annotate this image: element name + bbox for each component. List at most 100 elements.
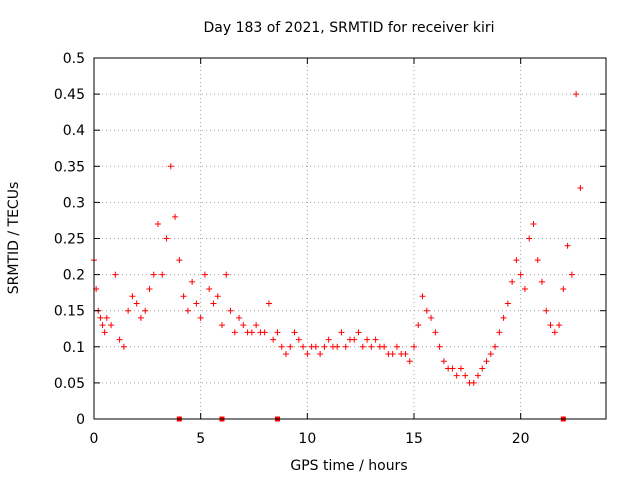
data-point [142, 307, 149, 314]
data-point [487, 351, 494, 358]
data-point [406, 358, 413, 365]
data-point [479, 365, 486, 372]
data-point [372, 336, 379, 343]
data-point [227, 307, 234, 314]
data-point [432, 329, 439, 336]
data-point [513, 257, 520, 264]
data-point [564, 242, 571, 249]
data-point [492, 343, 499, 350]
data-point [521, 286, 528, 293]
data-point [449, 365, 456, 372]
data-point [317, 351, 324, 358]
data-point [274, 329, 281, 336]
data-point [411, 343, 417, 350]
data-point [551, 329, 558, 336]
axis-ticks: 0 0.05 0.1 0.15 0.2 0.25 0.3 0.35 0.4 0.45 0.5 0 5 10… [54, 51, 606, 447]
data-point [457, 365, 464, 372]
y-tick-label: 0 [76, 412, 85, 428]
data-point [321, 343, 328, 350]
y-tick-label: 0.15 [54, 304, 85, 320]
data-point [219, 322, 225, 329]
data-point [338, 329, 345, 336]
data-point [137, 314, 144, 321]
x-tick-label: 20 [512, 431, 530, 447]
data-point [509, 278, 516, 285]
data-point [440, 358, 447, 365]
y-tick-label: 0.5 [63, 51, 85, 67]
data-point [504, 300, 511, 307]
y-tick-label: 0.35 [54, 159, 85, 175]
data-point [270, 336, 277, 343]
x-tick-label: 5 [196, 431, 205, 447]
data-point [172, 213, 179, 220]
data-point [129, 293, 136, 300]
data-point [287, 343, 294, 350]
data-point [364, 336, 371, 343]
data-point [184, 307, 191, 314]
data-point [231, 329, 238, 336]
data-point [325, 336, 332, 343]
data-point [261, 329, 268, 336]
data-point [500, 314, 507, 321]
data-point [155, 221, 161, 228]
data-point [125, 307, 132, 314]
data-point [423, 307, 430, 314]
data-point [577, 184, 584, 191]
y-tick-label: 0.4 [63, 123, 85, 139]
data-point [223, 271, 230, 278]
x-tick-label: 0 [90, 431, 99, 447]
data-point [334, 343, 341, 350]
data-point [189, 278, 196, 285]
data-point [193, 300, 200, 307]
data-point [534, 257, 541, 264]
chart-title: Day 183 of 2021, SRMTID for receiver kir… [203, 20, 494, 36]
data-point [304, 351, 311, 358]
data-point [163, 235, 170, 242]
y-tick-label: 0.45 [54, 87, 85, 103]
data-point [496, 329, 503, 336]
data-point [97, 314, 104, 321]
data-point [103, 314, 110, 321]
data-point [167, 163, 174, 170]
y-axis-label: SRMTID / TECUs [6, 182, 22, 295]
y-tick-label: 0.3 [63, 195, 85, 211]
data-point [101, 329, 108, 336]
grid-lines [94, 58, 606, 419]
data-point [539, 278, 545, 285]
data-point [547, 322, 554, 329]
data-point [206, 286, 213, 293]
data-point [176, 257, 183, 264]
data-point [470, 379, 477, 386]
data-point [248, 329, 255, 336]
y-tick-label: 0.1 [63, 340, 85, 356]
data-point [351, 336, 358, 343]
data-point [568, 271, 575, 278]
data-point [462, 372, 469, 379]
data-point [453, 372, 460, 379]
data-point [573, 91, 580, 98]
data-point [560, 286, 567, 293]
data-point [99, 322, 106, 329]
data-point [201, 271, 208, 278]
y-tick-label: 0.25 [54, 232, 85, 248]
data-point [517, 271, 524, 278]
data-point [419, 293, 426, 300]
data-point [355, 329, 362, 336]
data-point [436, 343, 443, 350]
data-point [359, 343, 366, 350]
y-tick-label: 0.2 [63, 268, 85, 284]
data-point [180, 293, 187, 300]
data-point [133, 300, 140, 307]
data-point [197, 314, 204, 321]
data-point [210, 300, 217, 307]
data-point [342, 343, 349, 350]
data-point [236, 314, 243, 321]
data-point [556, 322, 563, 329]
data-point [240, 322, 247, 329]
data-point [120, 343, 127, 350]
data-point [543, 307, 550, 314]
data-point [253, 322, 260, 329]
data-point [295, 336, 302, 343]
